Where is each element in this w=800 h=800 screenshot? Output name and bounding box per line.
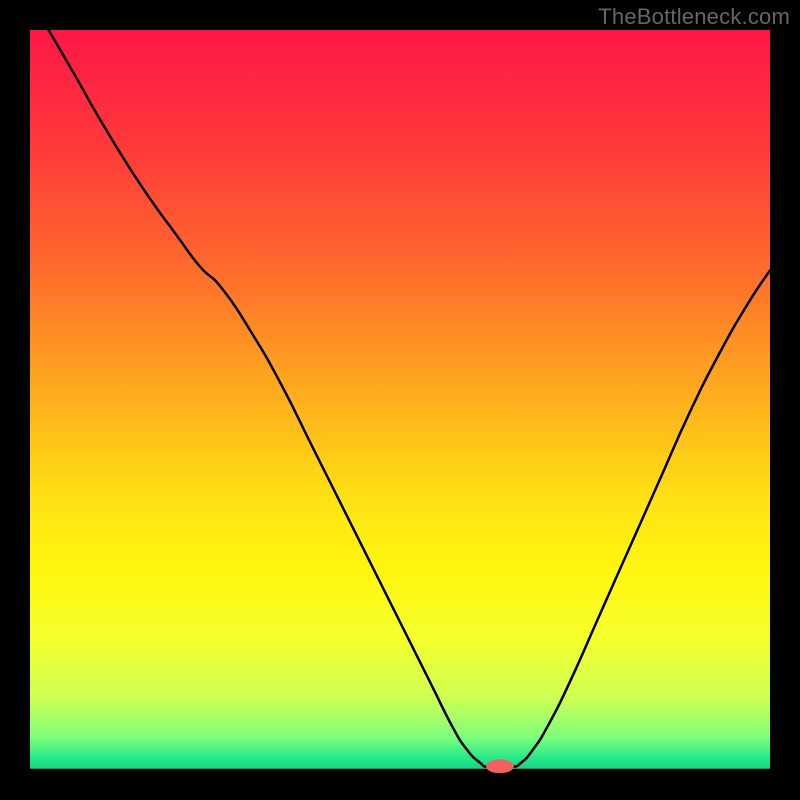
watermark-text: TheBottleneck.com	[598, 4, 790, 30]
bottleneck-chart	[0, 0, 800, 800]
canvas: TheBottleneck.com	[0, 0, 800, 800]
optimum-marker	[486, 759, 514, 773]
plot-background	[30, 30, 770, 770]
